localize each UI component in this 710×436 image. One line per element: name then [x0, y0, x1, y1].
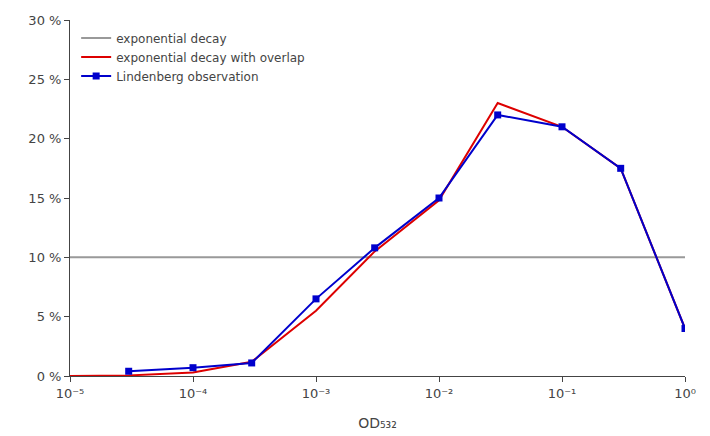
svg-text:10⁻⁴: 10⁻⁴ — [179, 386, 208, 401]
svg-text:20 %: 20 % — [28, 131, 61, 146]
svg-text:exponential decay: exponential decay — [116, 32, 226, 46]
svg-text:10⁻³: 10⁻³ — [302, 386, 331, 401]
svg-text:exponential decay with overlap: exponential decay with overlap — [116, 51, 305, 65]
svg-text:30 %: 30 % — [28, 13, 61, 28]
svg-text:10⁻¹: 10⁻¹ — [548, 386, 577, 401]
svg-text:10 %: 10 % — [28, 250, 61, 265]
svg-text:0 %: 0 % — [37, 369, 62, 384]
svg-text:25 %: 25 % — [28, 72, 61, 87]
svg-text:10⁻⁵: 10⁻⁵ — [56, 386, 85, 401]
svg-text:OD₅₃₂: OD₅₃₂ — [358, 415, 397, 431]
svg-text:5 %: 5 % — [37, 309, 62, 324]
svg-text:Lindenberg observation: Lindenberg observation — [116, 70, 258, 84]
svg-text:10⁰: 10⁰ — [674, 386, 696, 401]
svg-text:15 %: 15 % — [28, 191, 61, 206]
svg-text:10⁻²: 10⁻² — [425, 386, 454, 401]
